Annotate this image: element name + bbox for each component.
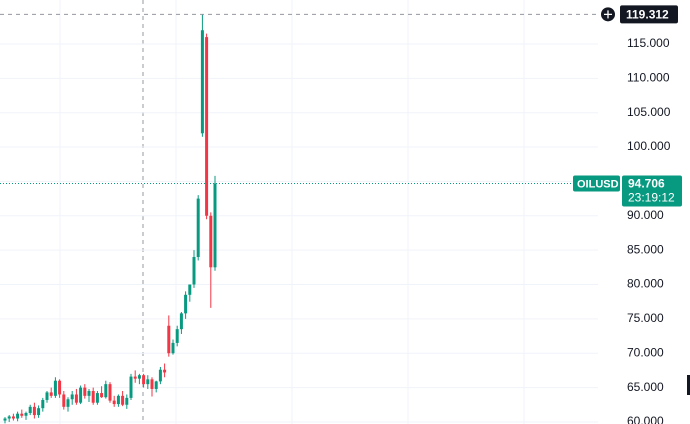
candle-body — [41, 399, 45, 409]
candle-body — [213, 183, 217, 268]
candle-body — [7, 416, 11, 419]
candle-body — [121, 395, 125, 405]
crosshair-label-box — [620, 5, 678, 24]
candle-body — [16, 413, 20, 419]
candle-body — [167, 325, 171, 354]
candle-body — [53, 380, 57, 396]
y-tick-label: 110.000 — [627, 71, 670, 85]
y-tick-label: 90.000 — [627, 208, 664, 222]
candle-body — [112, 400, 116, 405]
candle-body — [70, 394, 74, 400]
candle-body — [175, 329, 179, 343]
candle-body — [171, 342, 175, 354]
candle-body — [28, 406, 32, 414]
y-tick-label: 70.000 — [627, 345, 664, 359]
symbol-box — [573, 175, 620, 192]
candle-body — [116, 395, 120, 405]
countdown-label: 23:19:12 — [628, 191, 675, 205]
candle-body — [146, 379, 150, 385]
candle-body — [137, 375, 141, 379]
candle-body — [196, 198, 200, 258]
candle-body — [154, 381, 158, 389]
candle-body — [209, 215, 213, 268]
candle-body — [108, 384, 112, 401]
y-tick-label: 80.000 — [627, 277, 664, 291]
y-tick-label: 105.000 — [627, 105, 671, 119]
y-tick-label: 100.000 — [627, 139, 671, 153]
vertical-grid — [59, 0, 525, 424]
candle-body — [24, 413, 28, 416]
candle-body — [58, 380, 62, 395]
y-tick-label: 65.000 — [627, 380, 664, 394]
candle-body — [95, 393, 99, 403]
candle-body — [163, 369, 167, 373]
candle-body — [62, 394, 66, 407]
candle-body — [20, 413, 24, 416]
candle-body — [158, 369, 162, 382]
candle-body — [79, 387, 83, 403]
last-price-label: 94.706 — [628, 177, 665, 191]
scroll-handle — [687, 375, 690, 395]
candle-body — [49, 392, 53, 396]
candle-body — [150, 379, 154, 389]
candle-body — [37, 408, 41, 416]
candle-body — [74, 394, 78, 403]
candle-body — [133, 376, 137, 379]
candle-body — [205, 37, 209, 216]
y-tick-label: 75.000 — [627, 311, 664, 325]
candle-body — [45, 392, 49, 400]
candle-body — [104, 384, 108, 398]
candle-body — [125, 397, 129, 405]
candle-body — [87, 391, 91, 396]
crosshair-label: 119.312 — [626, 8, 669, 22]
candle-body — [192, 257, 196, 285]
candle-body — [188, 284, 192, 295]
y-tick-label: 85.000 — [627, 242, 664, 256]
candle-body — [66, 399, 70, 407]
candle-body — [179, 313, 183, 330]
y-tick-label: 60.000 — [627, 414, 664, 424]
candle-body — [142, 375, 146, 385]
candle-body — [184, 294, 188, 314]
candle-body — [100, 393, 104, 398]
candle-body — [83, 387, 87, 396]
candle-body — [129, 376, 133, 398]
add-icon — [604, 10, 612, 19]
last-price-box — [622, 175, 682, 207]
candle-body — [200, 30, 204, 134]
symbol-label: OILUSD — [577, 178, 619, 190]
candle-body — [32, 406, 36, 416]
candle-body — [91, 391, 95, 403]
candle-body — [11, 416, 15, 419]
y-tick-label: 115.000 — [627, 36, 670, 50]
candle-body — [3, 418, 7, 421]
